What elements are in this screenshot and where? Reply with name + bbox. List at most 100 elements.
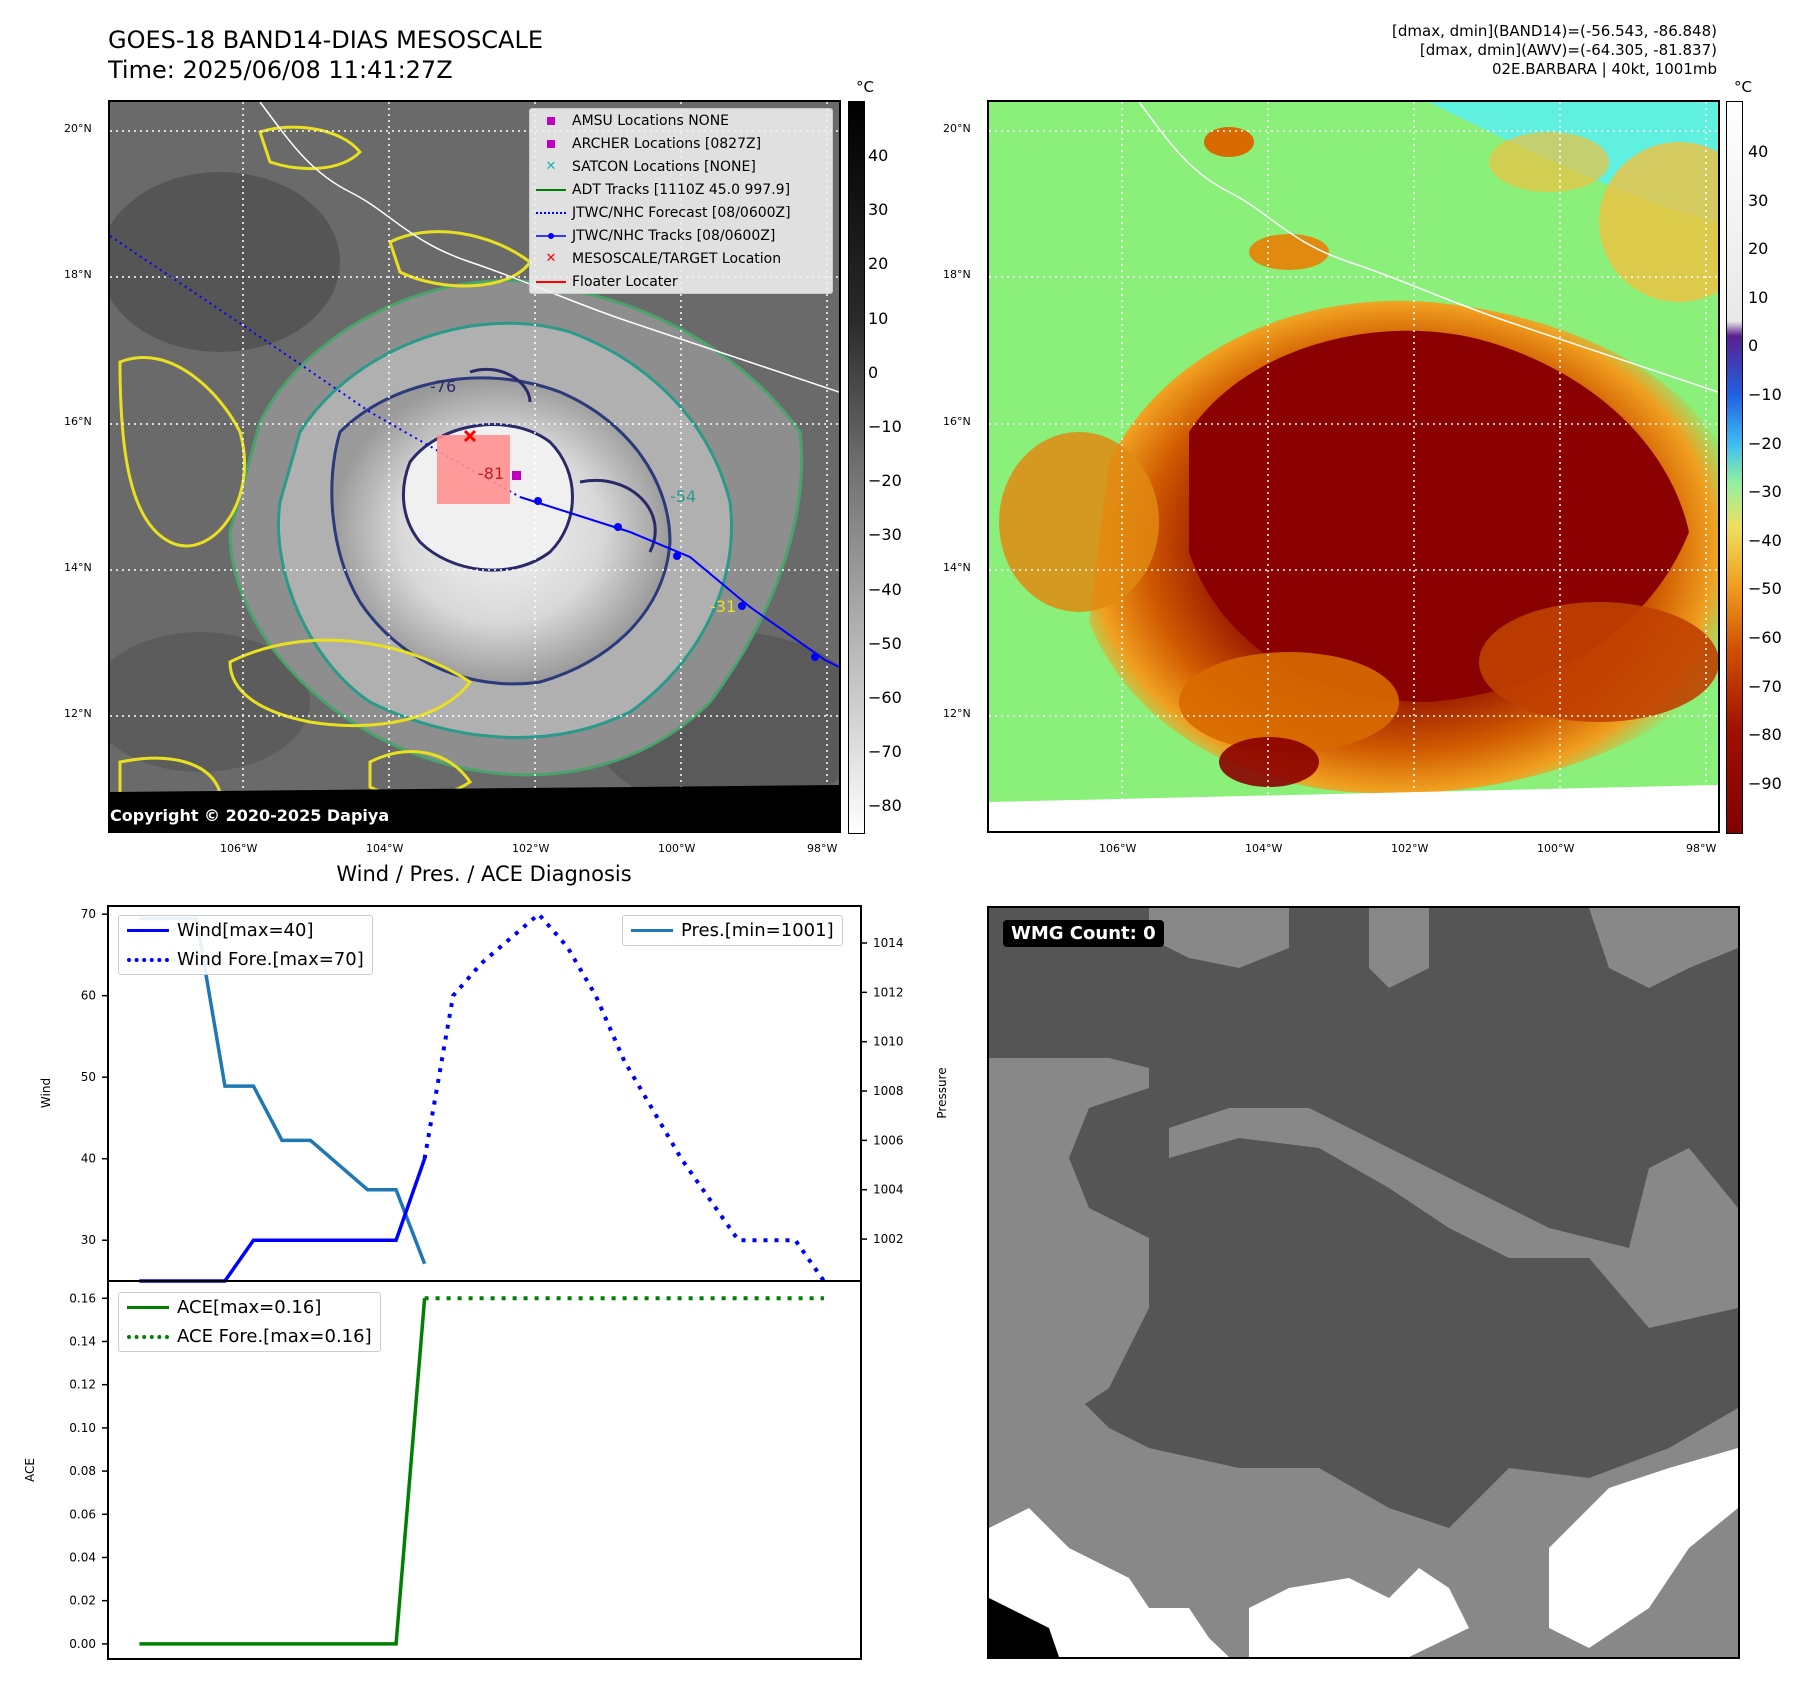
lon-label-98w: 98°W (807, 842, 838, 855)
storm-info: 02E.BARBARA | 40kt, 1001mb (1491, 60, 1717, 78)
awv-colorbar-tick: −30 (1748, 482, 1782, 502)
wind-legend: Wind[max=40] Wind Fore.[max=70] (118, 915, 373, 975)
awv-colorbar (1726, 101, 1743, 834)
contour-label-81: -81 (478, 464, 504, 483)
ace-ytick-label: 0.08 (69, 1464, 96, 1478)
contour-label-76: -76 (430, 377, 456, 396)
gray-colorbar-tick: 20 (868, 254, 889, 274)
pres-ytick-label: 1014 (873, 936, 904, 950)
awv-colorbar-tick: −70 (1748, 676, 1782, 696)
ace-ylabel: ACE (23, 1458, 37, 1482)
awv-colorbar-tick: 40 (1748, 142, 1769, 161)
wind-ytick-label: 30 (81, 1233, 96, 1247)
diagnosis-chart: 30 40 50 60 70 1002 1004 1006 1008 1010 1012 1014 Wi… (23, 905, 949, 1660)
legend-tracks: JTWC/NHC Tracks [08/0600Z] (530, 224, 832, 247)
gray-colorbar-tick: −70 (868, 742, 902, 762)
pres-ytick-label: 1010 (873, 1035, 904, 1049)
ir-map-panel: -76 -81 -31 -54 (108, 100, 841, 833)
wind-ytick-label: 70 (81, 907, 96, 921)
diagnosis-title: Wind / Pres. / ACE Diagnosis (336, 862, 632, 886)
ace-ytick-label: 0.04 (69, 1550, 96, 1564)
ace-ytick-label: 0.14 (69, 1334, 96, 1348)
gray-colorbar-tick: −10 (868, 417, 902, 436)
legend-floater: Floater Locater (530, 270, 832, 293)
awv-lat-label-18n: 18°N (943, 268, 971, 281)
ace-line (139, 1298, 427, 1646)
ace-ytick-label: 0.00 (69, 1637, 96, 1651)
lat-label-18n: 18°N (64, 268, 92, 281)
legend-pres: Pres.[min=1001] (623, 916, 842, 945)
pres-ytick-label: 1002 (873, 1232, 904, 1246)
awv-colorbar-tick: −10 (1748, 385, 1782, 404)
ace-ytick-label: 0.12 (69, 1378, 96, 1392)
awv-lon-label-100w: 100°W (1537, 842, 1575, 855)
ace-ytick-label: 0.02 (69, 1594, 96, 1608)
gray-colorbar-unit: °C (856, 78, 874, 96)
gray-colorbar-tick: −40 (868, 579, 902, 599)
gray-colorbar-tick: 0 (868, 362, 879, 382)
pres-ytick-label: 1006 (873, 1133, 904, 1147)
ace-axes-frame (107, 1280, 862, 1660)
awv-lon-label-102w: 102°W (1391, 842, 1429, 855)
wind-ytick-label: 50 (81, 1070, 96, 1084)
awv-lat-label-14n: 14°N (943, 561, 971, 574)
lon-label-100w: 100°W (658, 842, 696, 855)
awv-colorbar-tick: 10 (1748, 287, 1769, 307)
legend-satcon: ✕ SATCON Locations [NONE] (545, 158, 756, 175)
awv-colorbar-tick: −80 (1748, 725, 1782, 745)
wmg-image (989, 908, 1738, 1657)
lon-label-104w: 104°W (366, 842, 404, 855)
gray-colorbar-tick: −30 (868, 525, 902, 545)
wind-ylabel: Wind (39, 1078, 53, 1108)
wmg-count-badge: WMG Count: 0 (1003, 920, 1164, 947)
legend-ace: ACE[max=0.16] (119, 1293, 380, 1322)
lat-label-20n: 20°N (64, 122, 92, 135)
contour-label-54: -54 (670, 487, 696, 506)
copyright-text: Copyright © 2020-2025 Dapiya (110, 806, 390, 825)
awv-colorbar-tick: −50 (1748, 579, 1782, 599)
awv-lon-label-106w: 106°W (1099, 842, 1137, 855)
awv-lat-label-16n: 16°N (943, 415, 971, 428)
legend-amsu: AMSU Locations NONE (530, 109, 832, 132)
legend-wind-fore: Wind Fore.[max=70] (119, 945, 372, 974)
ace-ytick-label: 0.06 (69, 1507, 96, 1521)
legend-forecast: JTWC/NHC Forecast [08/0600Z] (530, 201, 832, 224)
stats-info: [dmax, dmin](BAND14)=(-56.543, -86.848) … (1392, 22, 1717, 79)
awv-colorbar-tick: 30 (1748, 190, 1769, 210)
wind-ytick-label: 60 (81, 989, 96, 1003)
gray-colorbar-tick: 40 (868, 146, 889, 165)
awv-colorbar-unit: °C (1734, 78, 1752, 96)
awv-colorbar-tick: −60 (1748, 628, 1782, 647)
awv-map-image (989, 102, 1718, 831)
awv-map-panel (987, 100, 1720, 833)
band14-stats: [dmax, dmin](BAND14)=(-56.543, -86.848) (1392, 22, 1717, 40)
legend-ace-fore: ACE Fore.[max=0.16] (119, 1322, 380, 1351)
ace-ytick-label: 0.10 (69, 1421, 96, 1435)
figure-title: GOES-18 BAND14-DIAS MESOSCALE (108, 26, 544, 54)
awv-lon-label-104w: 104°W (1245, 842, 1283, 855)
awv-stats: [dmax, dmin](AWV)=(-64.305, -81.837) (1419, 41, 1717, 59)
awv-colorbar-tick: −90 (1748, 773, 1782, 793)
legend-archer: ARCHER Locations [0827Z] (530, 132, 832, 155)
awv-lon-label-98w: 98°W (1686, 842, 1717, 855)
ace-legend: ACE[max=0.16] ACE Fore.[max=0.16] (118, 1292, 381, 1352)
gray-colorbar (848, 101, 865, 834)
lon-label-106w: 106°W (220, 842, 258, 855)
pressure-legend: Pres.[min=1001] (622, 915, 843, 946)
gray-colorbar-tick: −20 (868, 471, 902, 491)
pres-ytick-label: 1008 (873, 1084, 904, 1098)
awv-lat-label-12n: 12°N (943, 707, 971, 720)
map-legend: AMSU Locations NONE ARCHER Locations [08… (529, 108, 833, 294)
pres-ytick-label: 1012 (873, 985, 904, 999)
awv-colorbar-tick: 0 (1748, 336, 1759, 356)
ace-ytick-label: 0.16 (69, 1291, 96, 1305)
gray-colorbar-tick: 10 (868, 308, 889, 328)
legend-adt: ADT Tracks [1110Z 45.0 997.9] (530, 178, 832, 201)
wind-line (139, 1158, 427, 1283)
lat-label-16n: 16°N (64, 415, 92, 428)
lat-label-12n: 12°N (64, 707, 92, 720)
awv-lat-label-20n: 20°N (943, 122, 971, 135)
pres-ytick-label: 1004 (873, 1183, 904, 1197)
pres-ylabel: Pressure (935, 1067, 949, 1118)
awv-colorbar-tick: −40 (1748, 530, 1782, 550)
